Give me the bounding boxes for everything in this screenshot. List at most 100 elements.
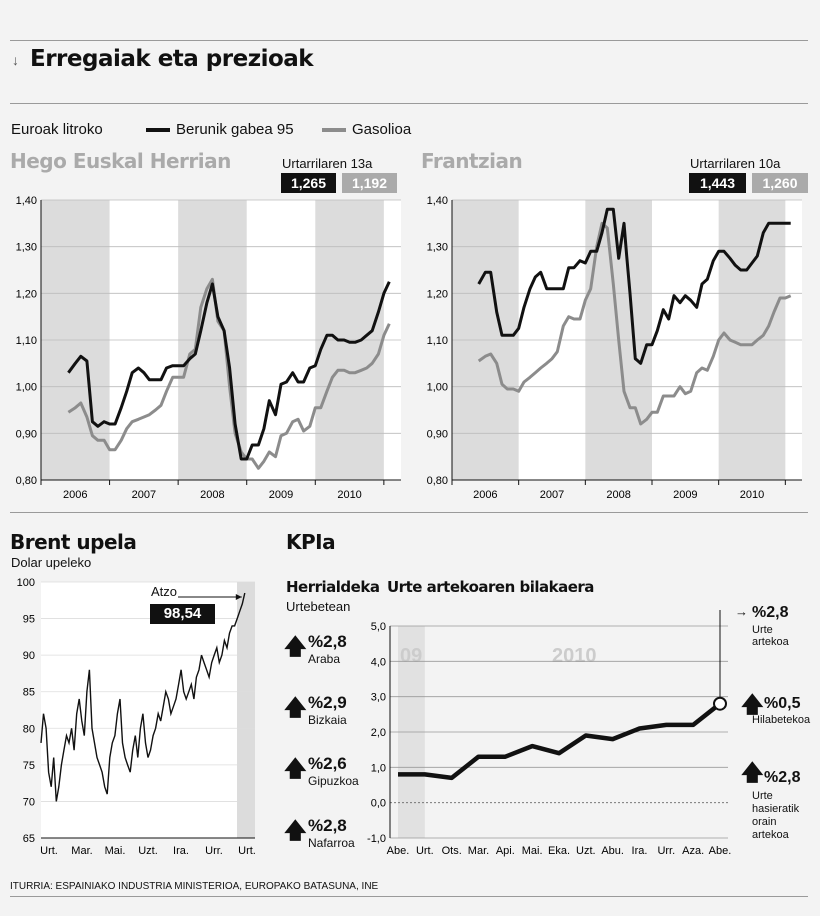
y-tick-label: 1,00: [427, 382, 448, 394]
x-tick-label: 2007: [132, 489, 156, 501]
x-tick-label: 2008: [200, 489, 224, 501]
x-tick-label: 2006: [473, 489, 497, 501]
x-tick-label: Urt.: [416, 845, 434, 857]
x-tick-label: Ots.: [442, 845, 462, 857]
unit-label: Euroak litroko: [11, 121, 103, 138]
y-tick-label: 0,80: [16, 475, 37, 487]
fuel-charts-svg: 0,80 0,90 1,00 1,10 1,20 1,30 1,40 2006 2007 2008…: [16, 195, 802, 501]
x-tick-label: 2009: [269, 489, 293, 501]
year-label-2010: 2010: [552, 645, 597, 667]
y-tick-label: 85: [23, 687, 35, 699]
y-tick-label: 95: [23, 614, 35, 626]
brent-subtitle: Dolar upeleko: [11, 555, 92, 570]
y-tick-label: 1,00: [16, 382, 37, 394]
last-point-marker: [713, 696, 727, 711]
x-tick-label: Mai.: [522, 845, 543, 857]
header-rule: [10, 103, 808, 104]
y-tick-label: 1,30: [427, 242, 448, 254]
x-tick-label: Api.: [496, 845, 515, 857]
brent-chart: 65 70 75 80 85 90 95 100 Urt. Mar. Mai. Uzt. Ira. Urr…: [17, 577, 256, 857]
x-tick-label: Urr.: [657, 845, 675, 857]
y-tick-label: 1,40: [427, 195, 448, 207]
x-tick-label: Ira.: [173, 845, 189, 857]
brent-latest-value: 98,54: [150, 604, 215, 624]
kpia-title: KPIa: [286, 530, 336, 554]
region-value: %2,9: [308, 693, 347, 712]
region-name: Nafarroa: [308, 836, 355, 850]
y-tick-label: 0,90: [16, 428, 37, 440]
kpi-line: [398, 701, 722, 781]
x-tick-label: Aza.: [682, 845, 704, 857]
region-value: %2,8: [308, 632, 347, 651]
legend-petrol-swatch: [146, 128, 170, 132]
y-tick-label: 0,90: [427, 428, 448, 440]
up-arrow-icon: 🡅: [741, 760, 764, 785]
y-tick-label: 80: [23, 723, 35, 735]
frantzia-date: Urtarrilaren 10a: [690, 156, 781, 171]
y-tick-label: 0,0: [371, 798, 386, 810]
x-tick-label: Eka.: [548, 845, 570, 857]
petrol-line: [67, 281, 391, 461]
y-tick-label: 4,0: [371, 656, 386, 668]
y-tick-label: 65: [23, 833, 35, 845]
kpi-annual-label: Urte artekoa: [752, 624, 789, 648]
plot-area: [41, 582, 255, 838]
y-tick-label: 1,40: [16, 195, 37, 207]
x-tick-label: 2010: [740, 489, 764, 501]
diesel-line: [67, 277, 391, 470]
diesel-line: [477, 221, 792, 426]
hego-petrol-value: 1,265: [281, 173, 336, 193]
region-name: Araba: [308, 652, 341, 666]
up-arrow-icon: 🡅: [284, 695, 307, 720]
source-note: ITURRIA: ESPAINIAKO INDUSTRIA MINISTERIO…: [10, 881, 379, 892]
x-tick-label: Mai.: [105, 845, 126, 857]
x-tick-label: Abe.: [709, 845, 732, 857]
y-tick-label: 1,0: [371, 762, 386, 774]
annotation-arrow-head: [235, 593, 242, 600]
hego-diesel-value: 1,192: [342, 173, 397, 193]
mid-rule: [10, 512, 808, 513]
up-arrow-icon: 🡅: [741, 692, 764, 717]
frantzia-diesel-value: 1,260: [752, 173, 808, 193]
year-label-09: 09: [400, 645, 422, 667]
region-name: Bizkaia: [308, 713, 347, 727]
y-tick-label: 1,10: [16, 335, 37, 347]
x-tick-label: Abu.: [601, 845, 624, 857]
x-tick-label: 2009: [673, 489, 697, 501]
legend-diesel-swatch: [322, 128, 346, 132]
hego-date: Urtarrilaren 13a: [282, 156, 373, 171]
top-rule: [10, 40, 808, 41]
x-tick-label: Urt.: [238, 845, 256, 857]
right-arrow-icon: →: [735, 604, 748, 619]
region-name: Gipuzkoa: [308, 774, 359, 788]
down-arrow-icon: ↓: [12, 52, 19, 68]
petrol-line: [477, 207, 791, 365]
kpi-ytd-label: Urte hasieratik orain artekoa: [752, 790, 800, 841]
legend-petrol-label: Berunik gabea 95: [176, 121, 294, 138]
x-tick-label: Urr.: [205, 845, 223, 857]
kpi-monthly-value: %0,5: [764, 695, 801, 712]
y-tick-label: 2,0: [371, 727, 386, 739]
kpia-chart: 09 2010 -1,0 0,0 1,0 2,0 3,0 4,0 5,0 Abe. Urt. Ots.…: [367, 610, 732, 857]
brent-annotation: Atzo: [151, 584, 178, 599]
region-value: %2,6: [308, 754, 347, 773]
up-arrow-icon: 🡅: [284, 634, 307, 659]
x-tick-label: Abe.: [387, 845, 410, 857]
x-tick-label: 2006: [63, 489, 87, 501]
brent-title: Brent upela: [10, 530, 137, 554]
y-tick-label: 5,0: [371, 621, 386, 633]
x-tick-label: 2008: [606, 489, 630, 501]
y-tick-label: -1,0: [367, 833, 386, 845]
legend-diesel-label: Gasolioa: [352, 121, 412, 138]
y-tick-label: 75: [23, 760, 35, 772]
frantzia-chart: 0,80 0,90 1,00 1,10 1,20 1,30 1,40 2006 2007 2008…: [427, 195, 802, 501]
kpi-monthly-label: Hilabetekoa: [752, 714, 811, 726]
y-tick-label: 3,0: [371, 692, 386, 704]
frantzia-petrol-value: 1,443: [689, 173, 746, 193]
up-arrow-icon: 🡅: [284, 756, 307, 781]
region-value: %2,8: [308, 816, 347, 835]
hego-chart: 0,80 0,90 1,00 1,10 1,20 1,30 1,40 2006 2007 2008…: [16, 195, 401, 501]
x-tick-label: Mar.: [71, 845, 92, 857]
kpi-ytd-value: %2,8: [764, 769, 801, 786]
x-tick-label: Uzt.: [138, 845, 158, 857]
